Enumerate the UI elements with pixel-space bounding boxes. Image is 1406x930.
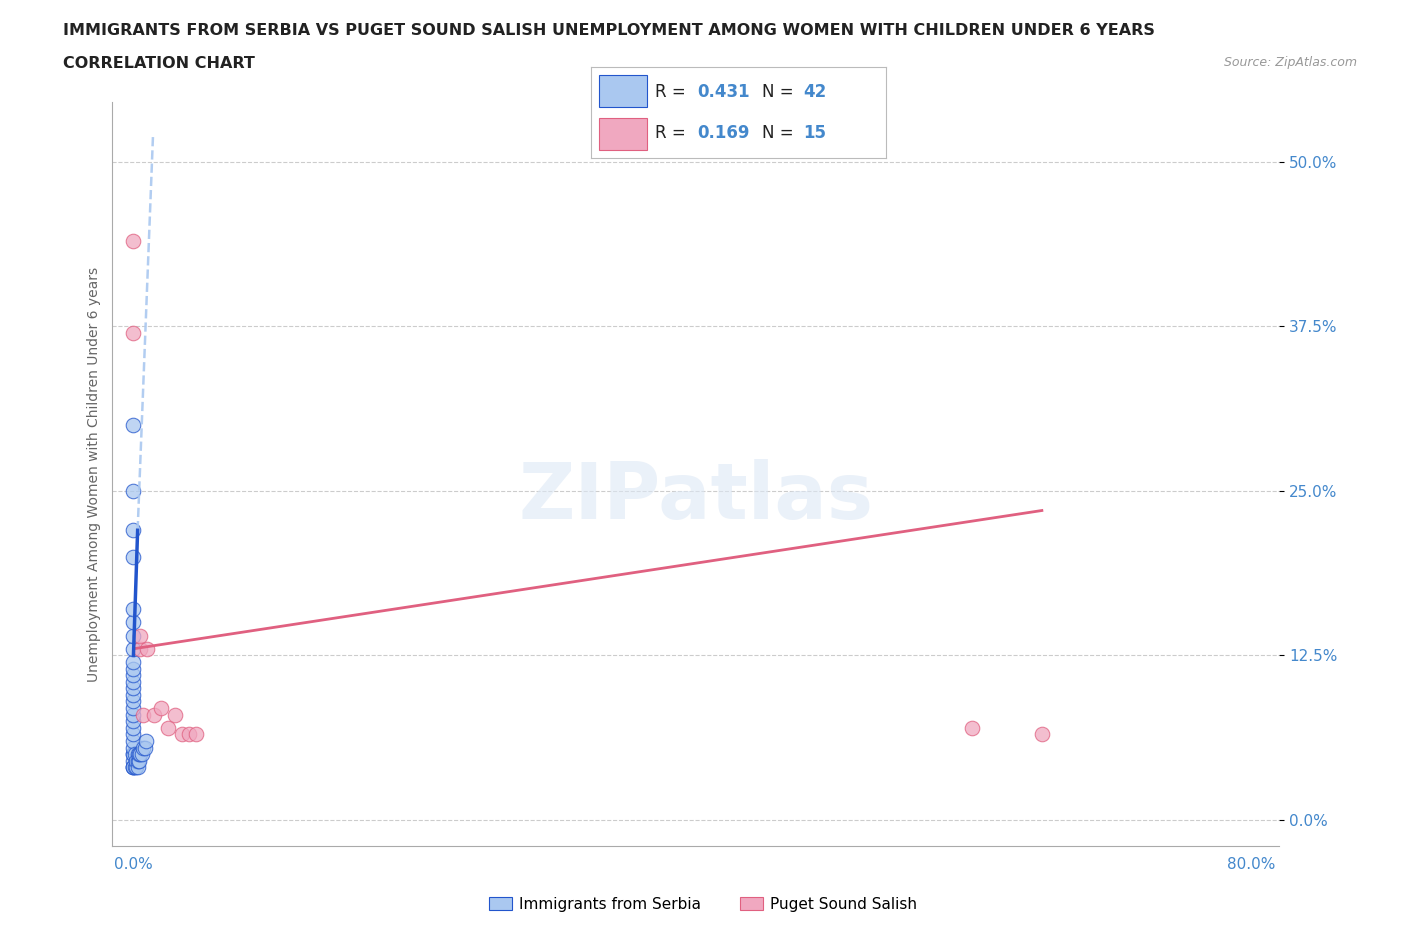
Point [122,747,145,762]
Point [122,721,145,736]
Point [122,615,145,630]
Point [122,734,145,749]
Text: 0.169: 0.169 [697,125,749,142]
Text: 0.431: 0.431 [697,83,749,100]
Point [122,523,145,538]
Point [122,642,145,657]
Point [122,713,145,728]
Text: CORRELATION CHART: CORRELATION CHART [63,56,254,71]
Point [122,233,145,248]
Point [122,707,145,722]
Point [122,681,145,696]
Point [122,747,145,762]
Point [128,747,150,762]
FancyBboxPatch shape [599,118,647,150]
Point [150,700,173,715]
Point [125,753,148,768]
Text: Source: ZipAtlas.com: Source: ZipAtlas.com [1223,56,1357,69]
Y-axis label: Unemployment Among Women with Children Under 6 years: Unemployment Among Women with Children U… [87,267,101,682]
Point [132,707,155,722]
Point [143,707,166,722]
Point [122,655,145,670]
FancyBboxPatch shape [599,75,647,107]
Point [179,727,201,742]
Point [127,747,149,762]
Point [125,760,148,775]
Point [128,753,150,768]
Text: ZIPatlas: ZIPatlas [519,458,873,535]
Point [157,721,180,736]
Point [122,661,145,676]
Point [122,760,145,775]
Point [127,760,149,775]
Legend: Immigrants from Serbia, Puget Sound Salish: Immigrants from Serbia, Puget Sound Sali… [482,890,924,918]
Point [127,753,149,768]
Point [129,747,152,762]
Point [129,628,152,643]
Point [122,602,145,617]
Point [132,740,155,755]
Point [122,700,145,715]
Point [1031,727,1053,742]
Point [124,760,146,775]
Point [135,734,157,749]
Point [134,740,156,755]
Point [186,727,208,742]
Text: 42: 42 [803,83,827,100]
Text: IMMIGRANTS FROM SERBIA VS PUGET SOUND SALISH UNEMPLOYMENT AMONG WOMEN WITH CHILD: IMMIGRANTS FROM SERBIA VS PUGET SOUND SA… [63,23,1156,38]
Point [122,628,145,643]
Point [122,418,145,432]
Point [960,721,983,736]
Text: R =: R = [655,125,692,142]
Point [122,740,145,755]
Text: N =: N = [762,83,799,100]
Text: R =: R = [655,83,692,100]
Point [122,668,145,683]
Point [122,549,145,564]
Point [122,753,145,768]
Point [122,727,145,742]
Point [124,747,146,762]
Point [122,326,145,340]
Point [122,694,145,709]
Point [122,760,145,775]
Text: 15: 15 [803,125,827,142]
Point [136,642,159,657]
Point [122,674,145,689]
Point [131,747,153,762]
Point [165,707,187,722]
Point [129,642,152,657]
Point [122,687,145,702]
Point [122,760,145,775]
Point [122,484,145,498]
Text: N =: N = [762,125,799,142]
Point [172,727,194,742]
